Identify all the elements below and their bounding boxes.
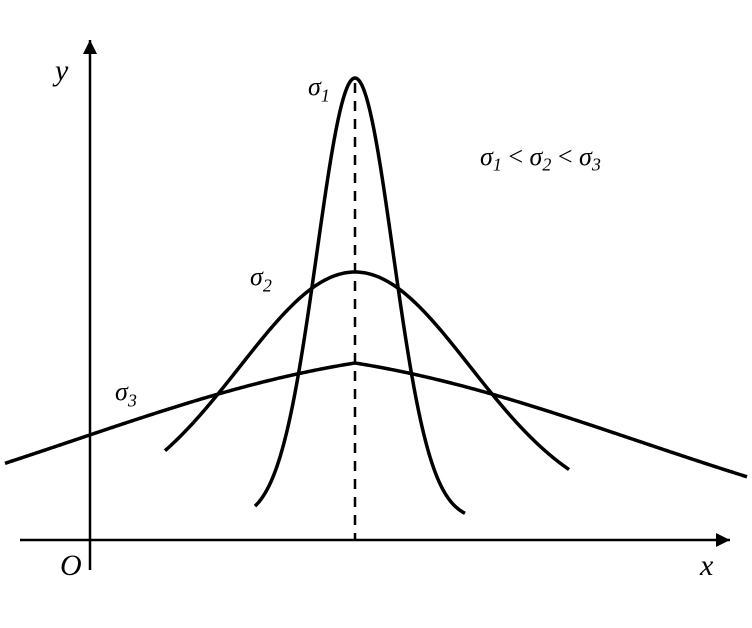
y-axis-label: y	[52, 54, 69, 87]
gaussian-chart: yxOσ1σ2σ3σ1 < σ2 < σ3	[0, 0, 752, 628]
origin-label: O	[60, 549, 82, 582]
x-axis-label: x	[699, 549, 714, 582]
